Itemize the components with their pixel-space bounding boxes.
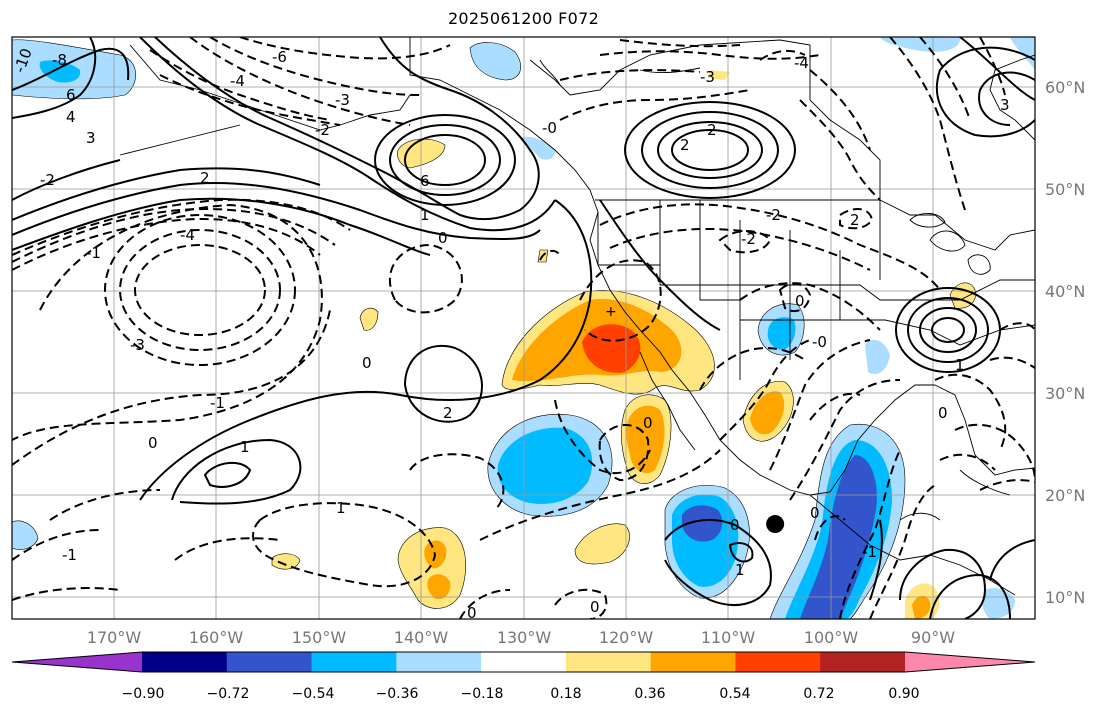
lat-label: 10°N [1045,588,1085,607]
colorbar-tick-label: −0.36 [376,686,419,702]
contour-label: -1 [86,244,101,262]
contour-label: 4 [66,108,76,126]
contour-lines [12,37,1035,619]
colorbar-tick-label: 0.18 [550,686,581,702]
contour-label: 3 [1000,96,1010,114]
contour-label: -2 [766,206,781,224]
contour-label: 0 [938,404,948,422]
contour-label: 1 [955,356,965,374]
lon-label: 170°W [87,628,142,647]
contour-label: 1 [336,499,346,517]
contour-label: 2 [707,121,717,139]
contour-label: -2 [315,121,330,139]
colorbar-outline [11,651,1036,673]
coastlines [119,37,1035,596]
contour-label: -6 [272,48,287,66]
colorbar-bin [311,652,397,672]
contour-label: -2 [40,171,55,189]
colorbar-ticks: −0.90 −0.72 −0.54 −0.36 −0.18 0.18 0.36 … [122,686,920,702]
lon-label: 90°W [911,628,955,647]
colorbar-extend-low [12,652,142,672]
contour-label: -10 [10,46,35,75]
contour-label: -1 [62,546,77,564]
longitude-labels: 170°W 160°W 150°W 140°W 130°W 120°W 110°… [87,628,955,647]
contour-label: 0 [467,604,477,622]
contour-label: -3 [700,68,715,86]
contour-label: -1 [862,543,877,561]
contour-label: -4 [794,54,809,72]
map-title: 2025061200 F072 [447,9,600,28]
lat-label: 60°N [1045,78,1085,97]
colorbar-tick-label: −0.90 [122,686,165,702]
contour-label: -4 [180,226,195,244]
contour-label: -8 [52,51,67,69]
colorbar-tick-label: 0.54 [719,686,750,702]
lon-label: 130°W [497,628,552,647]
lon-label: 160°W [189,628,244,647]
colorbar-tick-label: −0.72 [207,686,250,702]
contour-label: -1 [210,394,225,412]
contour-label: 1 [735,561,745,579]
colorbar-bin [650,652,736,672]
colorbar-bin [820,652,906,672]
contour-label: 0 [590,598,600,616]
contour-label: 0 [362,354,372,372]
colorbar-extend-high [905,652,1035,672]
colorbar-tick-label: 0.72 [803,686,834,702]
colorbar-tick-label: −0.54 [292,686,335,702]
contour-labels: -6 -10 -8 6 4 3 -4 -3 -2 2 -1 1 0 -0 6 -… [10,46,1010,622]
colorbar-tick-label: −0.18 [461,686,504,702]
contour-label: -0 [542,119,557,137]
colorbar [11,651,1036,673]
contour-label: 0 [148,434,158,452]
contour-label: -0 [812,333,827,351]
lon-label: 150°W [292,628,347,647]
dashed-contour-lines [12,37,1035,619]
contour-label: -3 [130,336,145,354]
lon-label: 120°W [599,628,654,647]
colorbar-bin [226,652,313,672]
contour-label: 0 [438,229,448,247]
colorbar-bin [142,652,228,672]
contour-label: 2 [850,211,860,229]
contour-label: 0 [643,414,653,432]
colorbar-bin [396,652,482,672]
colorbar-tick-label: 0.90 [888,686,919,702]
contour-label: 1 [420,206,430,224]
lat-label: 50°N [1045,180,1085,199]
latitude-labels: 60°N 50°N 40°N 30°N 20°N 10°N [1045,78,1085,607]
contour-label: 3 [86,129,96,147]
contour-label: 1 [240,438,250,456]
cross-marker: + [605,304,617,320]
contour-label: 2 [200,169,210,187]
contour-label: -4 [230,72,245,90]
contour-label: -2 [741,230,756,248]
contour-label: 0 [730,516,740,534]
map-frame [11,36,1036,620]
colorbar-bin [735,652,821,672]
location-marker [766,515,785,534]
lon-label: 100°W [804,628,859,647]
contour-label: 6 [420,172,430,190]
lon-label: 110°W [701,628,756,647]
colorbar-bin [565,652,652,672]
lat-label: 30°N [1045,384,1085,403]
contour-label: 2 [680,136,690,154]
contour-label: 0 [795,292,805,310]
contour-label: 0 [810,504,820,522]
contour-label: -3 [335,91,350,109]
colorbar-tick-label: 0.36 [634,686,665,702]
contour-label: 2 [443,404,453,422]
anomaly-shading [12,37,1035,619]
lon-label: 140°W [394,628,449,647]
lat-label: 20°N [1045,486,1085,505]
colorbar-bin [481,652,567,672]
contour-label: 6 [66,86,76,104]
map-gridlines [12,37,1035,619]
lat-label: 40°N [1045,282,1085,301]
